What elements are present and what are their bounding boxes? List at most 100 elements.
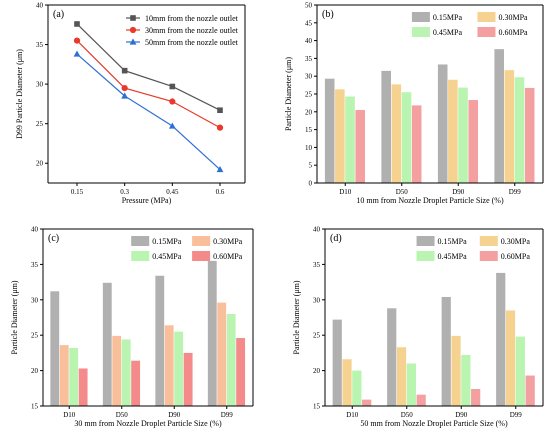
panel-letter: (b) — [322, 9, 334, 20]
legend-label: 50mm from the nozzle outlet — [145, 38, 239, 47]
legend-label: 0.45MPa — [433, 28, 463, 37]
bar — [102, 282, 112, 406]
x-axis-title: 50 mm from Nozzle Droplet Particle Size … — [360, 419, 508, 428]
bar — [352, 370, 362, 406]
bar — [164, 325, 174, 406]
x-tick-label: D99 — [509, 188, 522, 196]
data-point-triangle — [168, 122, 176, 129]
legend-swatch — [411, 27, 430, 37]
bar — [448, 79, 458, 183]
bar — [174, 331, 184, 406]
bar — [332, 319, 342, 406]
y-axis-title: Particle Diameter (μm) — [292, 280, 301, 354]
data-point-circle — [73, 37, 81, 44]
y-tick-label: 15 — [31, 403, 39, 411]
y-tick-label: 35 — [313, 261, 321, 269]
y-tick-label: 10 — [305, 144, 313, 152]
legend-label: 0.15MPa — [438, 237, 468, 246]
bar — [411, 105, 422, 183]
bar — [406, 363, 416, 406]
y-tick-label: 30 — [305, 73, 313, 81]
bar — [441, 296, 451, 406]
bar — [416, 394, 426, 406]
data-point-square — [130, 15, 136, 21]
x-tick-label: 0.45 — [166, 188, 179, 196]
x-tick-label: D90 — [452, 188, 465, 196]
y-tick-label: 5 — [309, 162, 313, 170]
panel-letter: (c) — [48, 233, 59, 244]
x-tick-label: D90 — [168, 411, 181, 419]
y-tick-label: 40 — [305, 37, 313, 45]
bar — [155, 275, 165, 406]
data-point-square — [169, 83, 176, 90]
panel-letter: (a) — [53, 9, 64, 20]
y-tick-label: 20 — [313, 367, 321, 375]
bar — [207, 260, 217, 406]
legend-swatch — [477, 27, 496, 37]
y-tick-label: 15 — [313, 403, 321, 411]
y-tick-label: 20 — [31, 367, 39, 375]
y-tick-label: 35 — [305, 55, 313, 63]
legend-label: 0.45MPa — [152, 252, 182, 261]
legend-swatch — [479, 251, 498, 261]
bar — [226, 313, 236, 406]
bar — [59, 345, 69, 406]
chart-panel-c: D10 D50 D90 D99 0.15MPa 0.30MPa 0.45MPa 0.60MPa… — [10, 226, 254, 428]
data-point-circle — [121, 84, 128, 92]
series-line — [76, 40, 221, 129]
y-tick-label: 40 — [31, 226, 39, 234]
y-tick-label: 25 — [31, 332, 39, 340]
bar — [471, 389, 481, 406]
legend-swatch — [131, 236, 150, 246]
legend-swatch — [479, 236, 498, 246]
bar — [69, 347, 79, 406]
legend-swatch — [411, 12, 430, 22]
legend-label: 10mm from the nozzle outlet — [145, 14, 239, 23]
legend-label: 30mm from the nozzle outlet — [145, 26, 239, 35]
legend-swatch — [416, 251, 435, 261]
bar — [468, 100, 478, 183]
x-tick-label: D10 — [63, 411, 76, 419]
bar — [461, 355, 471, 406]
bar — [345, 96, 355, 183]
x-tick-label: D99 — [221, 411, 234, 419]
legend-label: 0.30MPa — [501, 237, 531, 246]
x-axis-title: 10 mm from Nozzle Droplet Particle Size … — [356, 196, 504, 205]
legend-swatch — [416, 236, 435, 246]
legend-label: 0.45MPa — [438, 252, 468, 261]
y-tick-label: 0 — [309, 180, 313, 188]
x-tick-label: 0.15 — [71, 188, 84, 196]
y-tick-label: 45 — [305, 19, 313, 27]
data-point-circle — [169, 98, 176, 105]
bar — [217, 302, 227, 406]
legend-label: 0.60MPa — [498, 28, 528, 37]
y-tick-label: 30 — [31, 296, 39, 304]
series-line — [76, 53, 221, 170]
bar — [496, 272, 506, 406]
data-point-square — [74, 21, 80, 27]
x-tick-label: D90 — [455, 411, 468, 419]
legend-label: 0.15MPa — [433, 13, 463, 22]
panel-letter: (d) — [330, 233, 342, 244]
data-point-triangle — [129, 38, 137, 45]
y-tick-label: 40 — [313, 226, 321, 234]
legend-label: 0.15MPa — [152, 237, 182, 246]
x-axis-title: Pressure (MPa) — [122, 196, 172, 205]
bar — [391, 84, 402, 183]
bar — [112, 335, 122, 406]
bar — [515, 336, 525, 406]
x-tick-label: D10 — [346, 411, 359, 419]
legend-swatch — [477, 12, 496, 22]
bar — [50, 291, 60, 406]
data-point-square — [217, 107, 223, 114]
legend-swatch — [192, 236, 211, 246]
data-point-triangle — [216, 165, 224, 173]
y-axis-title: Particle Diameter (μm) — [10, 280, 19, 354]
y-tick-label: 35 — [36, 41, 44, 49]
legend-label: 0.60MPa — [501, 252, 531, 261]
y-tick-label: 15 — [305, 126, 313, 134]
x-tick-label: D50 — [401, 411, 414, 419]
x-tick-label: D50 — [116, 411, 129, 419]
data-point-circle — [216, 124, 224, 131]
